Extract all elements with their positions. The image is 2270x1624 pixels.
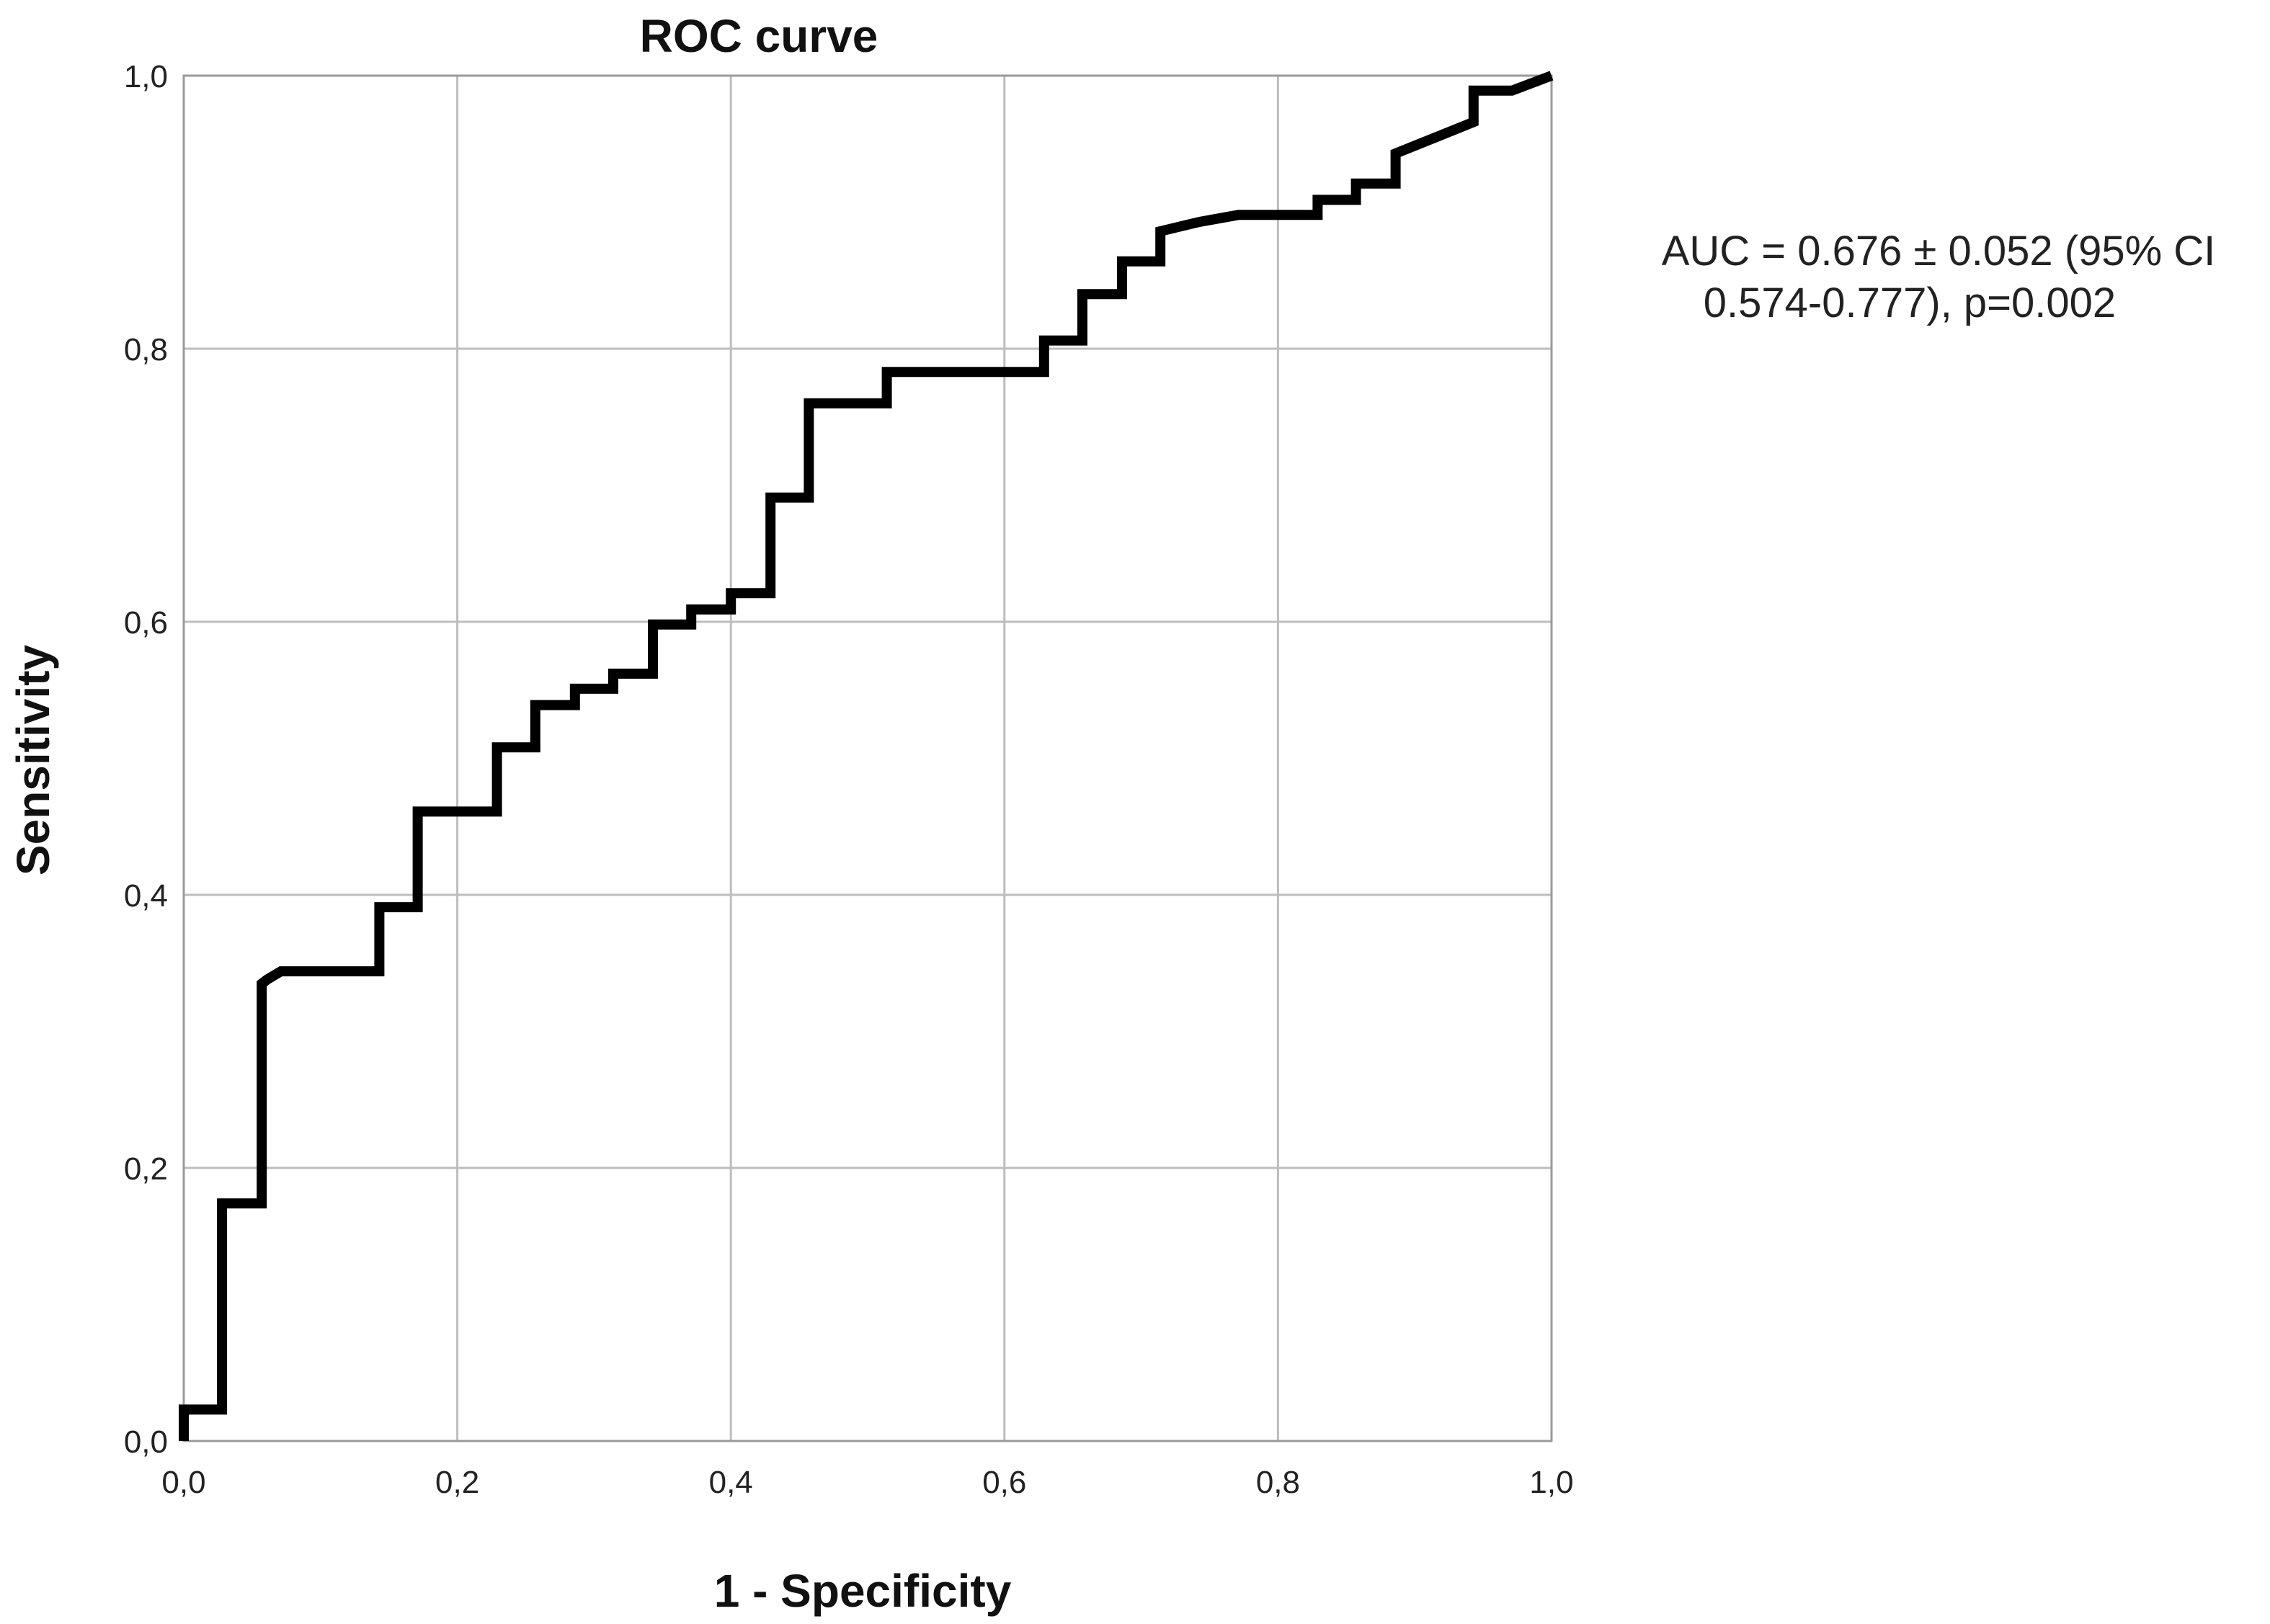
roc-curve-line <box>179 71 1554 1441</box>
y-tick-label: 0,8 <box>124 332 168 367</box>
y-tick-label: 0,0 <box>124 1424 168 1460</box>
x-tick-label: 0,6 <box>982 1465 1026 1500</box>
plot-frame <box>182 74 1553 1442</box>
auc-annotation-line-2: 0.574-0.777), p=0.002 <box>1704 280 2116 326</box>
x-tick-label: 1,0 <box>1529 1465 1573 1500</box>
x-tick-label: 0,0 <box>161 1465 205 1500</box>
y-tick-label: 0,2 <box>124 1151 168 1187</box>
y-axis-title: Sensitivity <box>7 645 59 876</box>
auc-annotation-line-1: AUC = 0.676 ± 0.052 (95% CI <box>1662 228 2216 275</box>
y-tick-label: 0,4 <box>124 878 168 914</box>
x-tick-label: 0,4 <box>709 1465 753 1500</box>
chart-title: ROC curve <box>640 10 878 62</box>
x-tick-label: 0,8 <box>1256 1465 1300 1500</box>
y-tick-label: 1,0 <box>124 59 168 94</box>
tick-labels: 0,0 0,2 0,4 0,6 0,8 1,0 0,0 0,2 0,4 0,6 0,8 1,0 <box>124 59 1574 1500</box>
y-tick-label: 0,6 <box>124 605 168 641</box>
grid <box>184 76 1552 1441</box>
x-axis-title: 1 - Specificity <box>714 1565 1012 1617</box>
x-tick-label: 0,2 <box>435 1465 479 1500</box>
